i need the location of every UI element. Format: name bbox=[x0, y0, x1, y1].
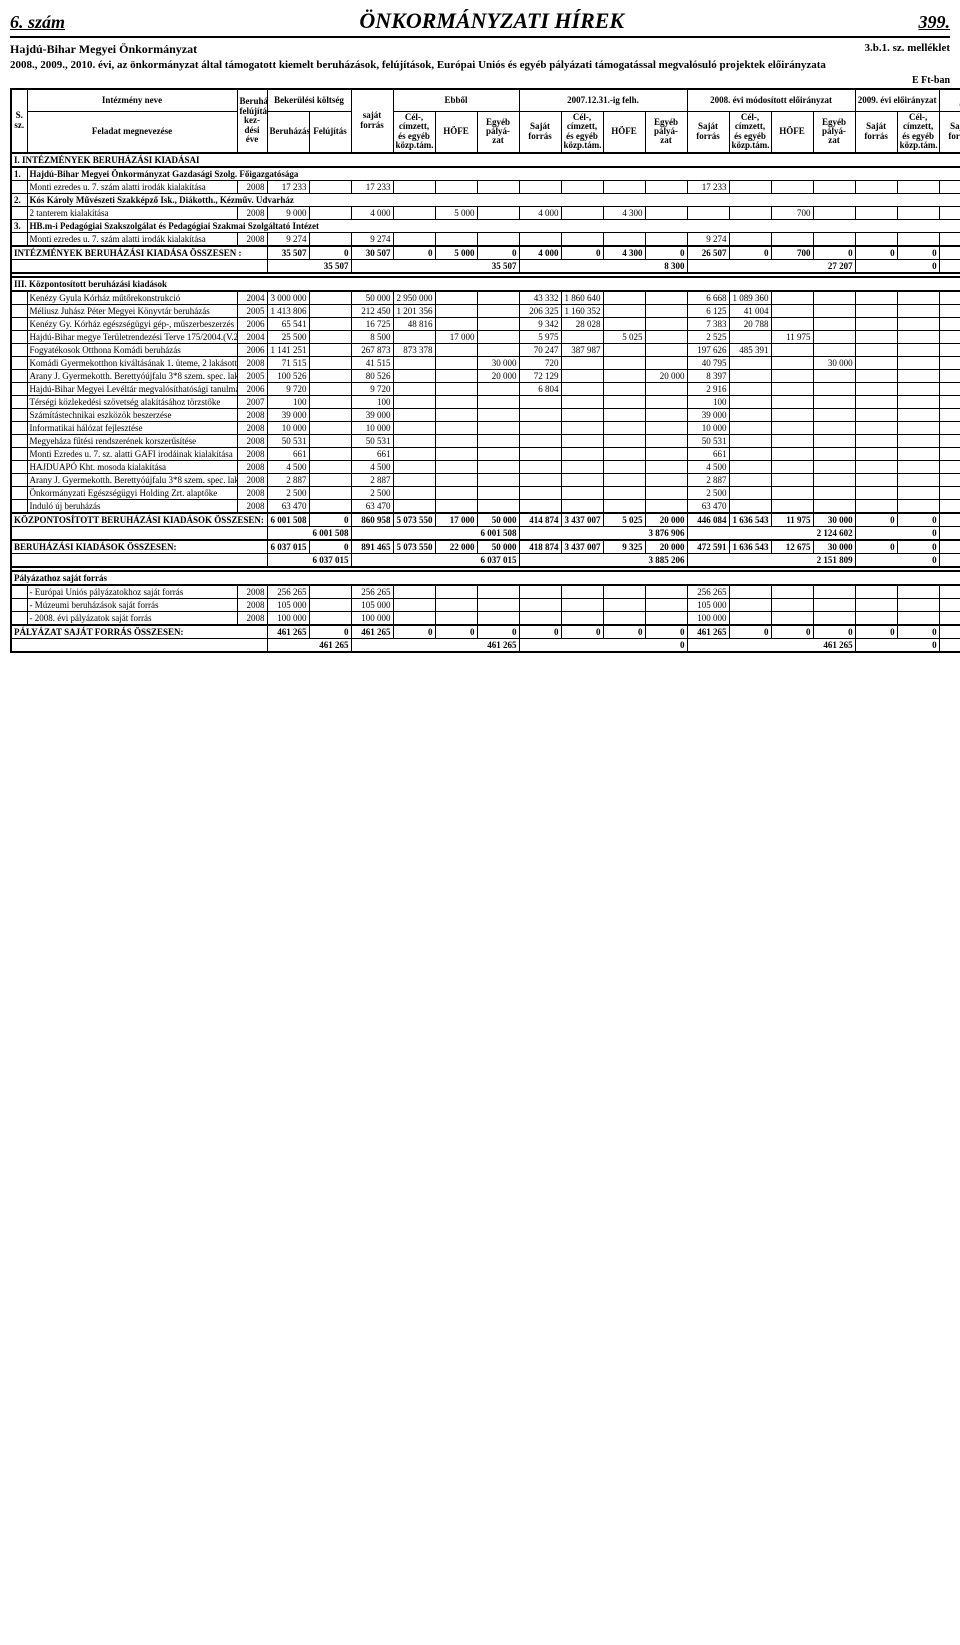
col-2009: 2009. évi előirányzat bbox=[855, 89, 939, 111]
col-2008: 2008. évi módosított előirányzat bbox=[687, 89, 855, 111]
page-topbar: 6. szám ÖNKORMÁNYZATI HÍREK 399. bbox=[10, 8, 950, 38]
units-label: E Ft-ban bbox=[10, 75, 950, 86]
table-body: I. INTÉZMÉNYEK BERUHÁZÁSI KIADÁSAI1.Hajd… bbox=[11, 153, 960, 652]
col-beruhazas: Beruházás bbox=[267, 111, 309, 152]
col-sajat-forras: saját forrás bbox=[351, 89, 393, 153]
col-bekerulesi: Bekerülési költség bbox=[267, 89, 351, 111]
col-10-sajat: Saját forrás bbox=[939, 111, 960, 152]
col-07-cel: Cél-, címzett, és egyéb közp.tám. bbox=[561, 111, 603, 152]
table-header: S. sz. Intézmény neve Beruházás felújítá… bbox=[11, 89, 960, 153]
col-egyeb: Egyéb pályá- zat bbox=[477, 111, 519, 152]
journal-title: ÖNKORMÁNYZATI HÍREK bbox=[359, 8, 624, 34]
budget-table: S. sz. Intézmény neve Beruházás felújítá… bbox=[10, 88, 960, 653]
col-08-cel: Cél-, címzett, és egyéb közp.tám. bbox=[729, 111, 771, 152]
col-2007: 2007.12.31.-ig felh. bbox=[519, 89, 687, 111]
col-07-sajat: Saját forrás bbox=[519, 111, 561, 152]
col-08-sajat: Saját forrás bbox=[687, 111, 729, 152]
col-feladat: Feladat megnevezése bbox=[27, 111, 237, 152]
col-ebbol: Ebből bbox=[393, 89, 519, 111]
col-2010: 2010. évi előirányzat bbox=[939, 89, 960, 111]
col-hofe: HÖFE bbox=[435, 111, 477, 152]
col-kezdev: Beruházás felújítás kez- dési éve bbox=[237, 89, 267, 153]
col-felujitas: Felújítás bbox=[309, 111, 351, 152]
col-sorszam: S. sz. bbox=[11, 89, 27, 153]
org-name: Hajdú-Bihar Megyei Önkormányzat bbox=[10, 42, 197, 57]
col-09-sajat: Saját forrás bbox=[855, 111, 897, 152]
col-celcimz: Cél-, címzett, és egyéb közp.tám. bbox=[393, 111, 435, 152]
col-09-cel: Cél-, címzett, és egyéb közp.tám. bbox=[897, 111, 939, 152]
title-row: Hajdú-Bihar Megyei Önkormányzat 3.b.1. s… bbox=[10, 42, 950, 57]
col-intezmeny: Intézmény neve bbox=[27, 89, 237, 111]
col-07-paly: Egyéb pályá- zat bbox=[645, 111, 687, 152]
col-07-hofe: HÖFE bbox=[603, 111, 645, 152]
issue-number: 6. szám bbox=[10, 12, 65, 33]
col-08-paly: Egyéb pályá- zat bbox=[813, 111, 855, 152]
page-number: 399. bbox=[919, 12, 951, 33]
annex-label: 3.b.1. sz. melléklet bbox=[864, 42, 950, 54]
col-08-hofe: HÖFE bbox=[771, 111, 813, 152]
table-title: 2008., 2009., 2010. évi, az önkormányzat… bbox=[10, 59, 950, 71]
